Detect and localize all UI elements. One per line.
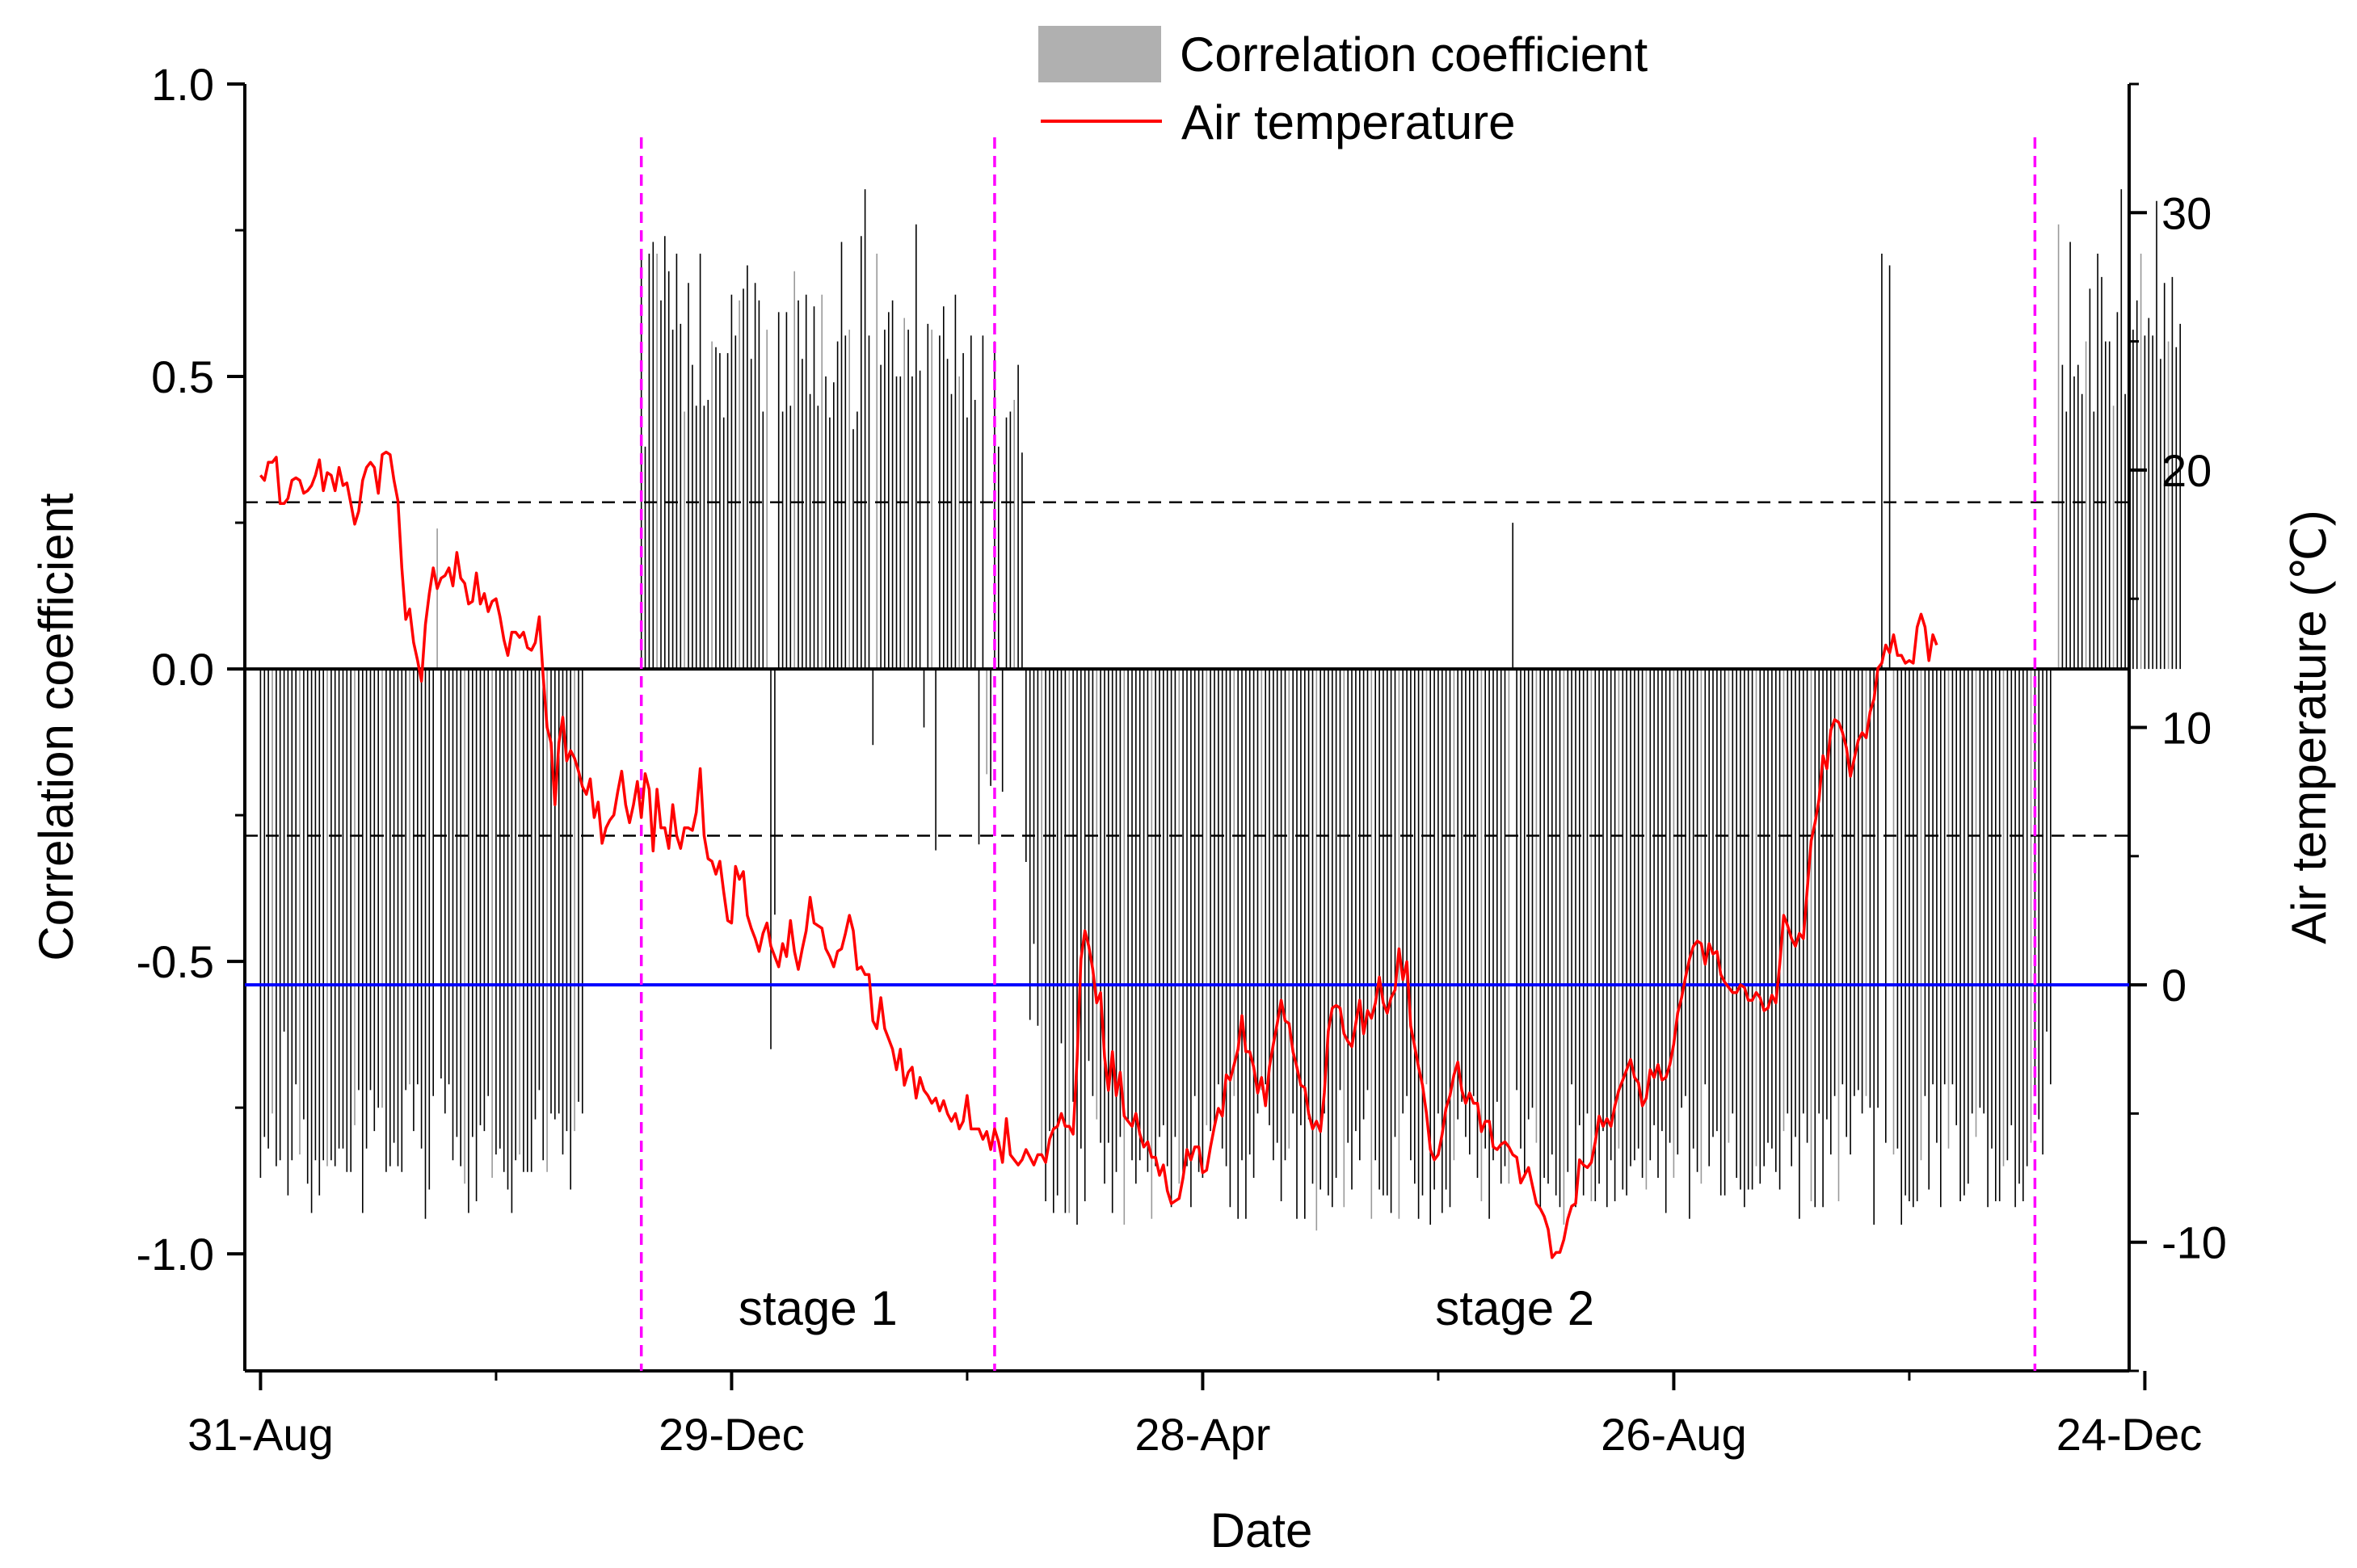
y-tick-label: 0.0: [151, 644, 214, 695]
air-temperature-line: [259, 450, 1938, 1259]
y-tick-label: -0.5: [137, 936, 215, 987]
y2-tick-label: 30: [2161, 187, 2212, 238]
y-tick-label: 1.0: [151, 59, 214, 110]
reference-lines: [245, 137, 2129, 1371]
legend-label-correlation: Correlation coefficient: [1180, 27, 1648, 82]
x-tick-label: 26-Aug: [1601, 1409, 1747, 1460]
y2-tick-label: 20: [2161, 445, 2212, 496]
axes: 1.0 0.5 0.0 -0.5 -1.0 30 20 10 0 -10 31-Aug 29-Dec 2…: [137, 59, 2227, 1460]
y2-tick-label: 0: [2161, 960, 2187, 1011]
y-tick-label: -1.0: [137, 1229, 215, 1280]
x-tick-label: 31-Aug: [187, 1409, 334, 1460]
air-temperature-series: [259, 450, 1938, 1259]
y2-tick-label: -10: [2161, 1217, 2227, 1268]
x-axis-title: Date: [1210, 1503, 1313, 1557]
correlation-bars: [259, 189, 2181, 1231]
stage-1-label: stage 1: [739, 1281, 898, 1335]
x-tick-label: 24-Dec: [2056, 1409, 2203, 1460]
x-tick-label: 28-Apr: [1134, 1409, 1270, 1460]
legend-bar-swatch: [1038, 26, 1161, 82]
y2-axis-title: Air temperature (℃): [2282, 510, 2336, 944]
y2-tick-label: 10: [2161, 703, 2212, 754]
stage-2-label: stage 2: [1435, 1281, 1594, 1335]
y-axis-title: Correlation coefficient: [29, 493, 83, 961]
legend-label-temperature: Air temperature: [1181, 95, 1516, 149]
legend: Correlation coefficient Air temperature: [1038, 26, 1648, 149]
y-tick-label: 0.5: [151, 351, 214, 402]
x-tick-label: 29-Dec: [659, 1409, 805, 1460]
